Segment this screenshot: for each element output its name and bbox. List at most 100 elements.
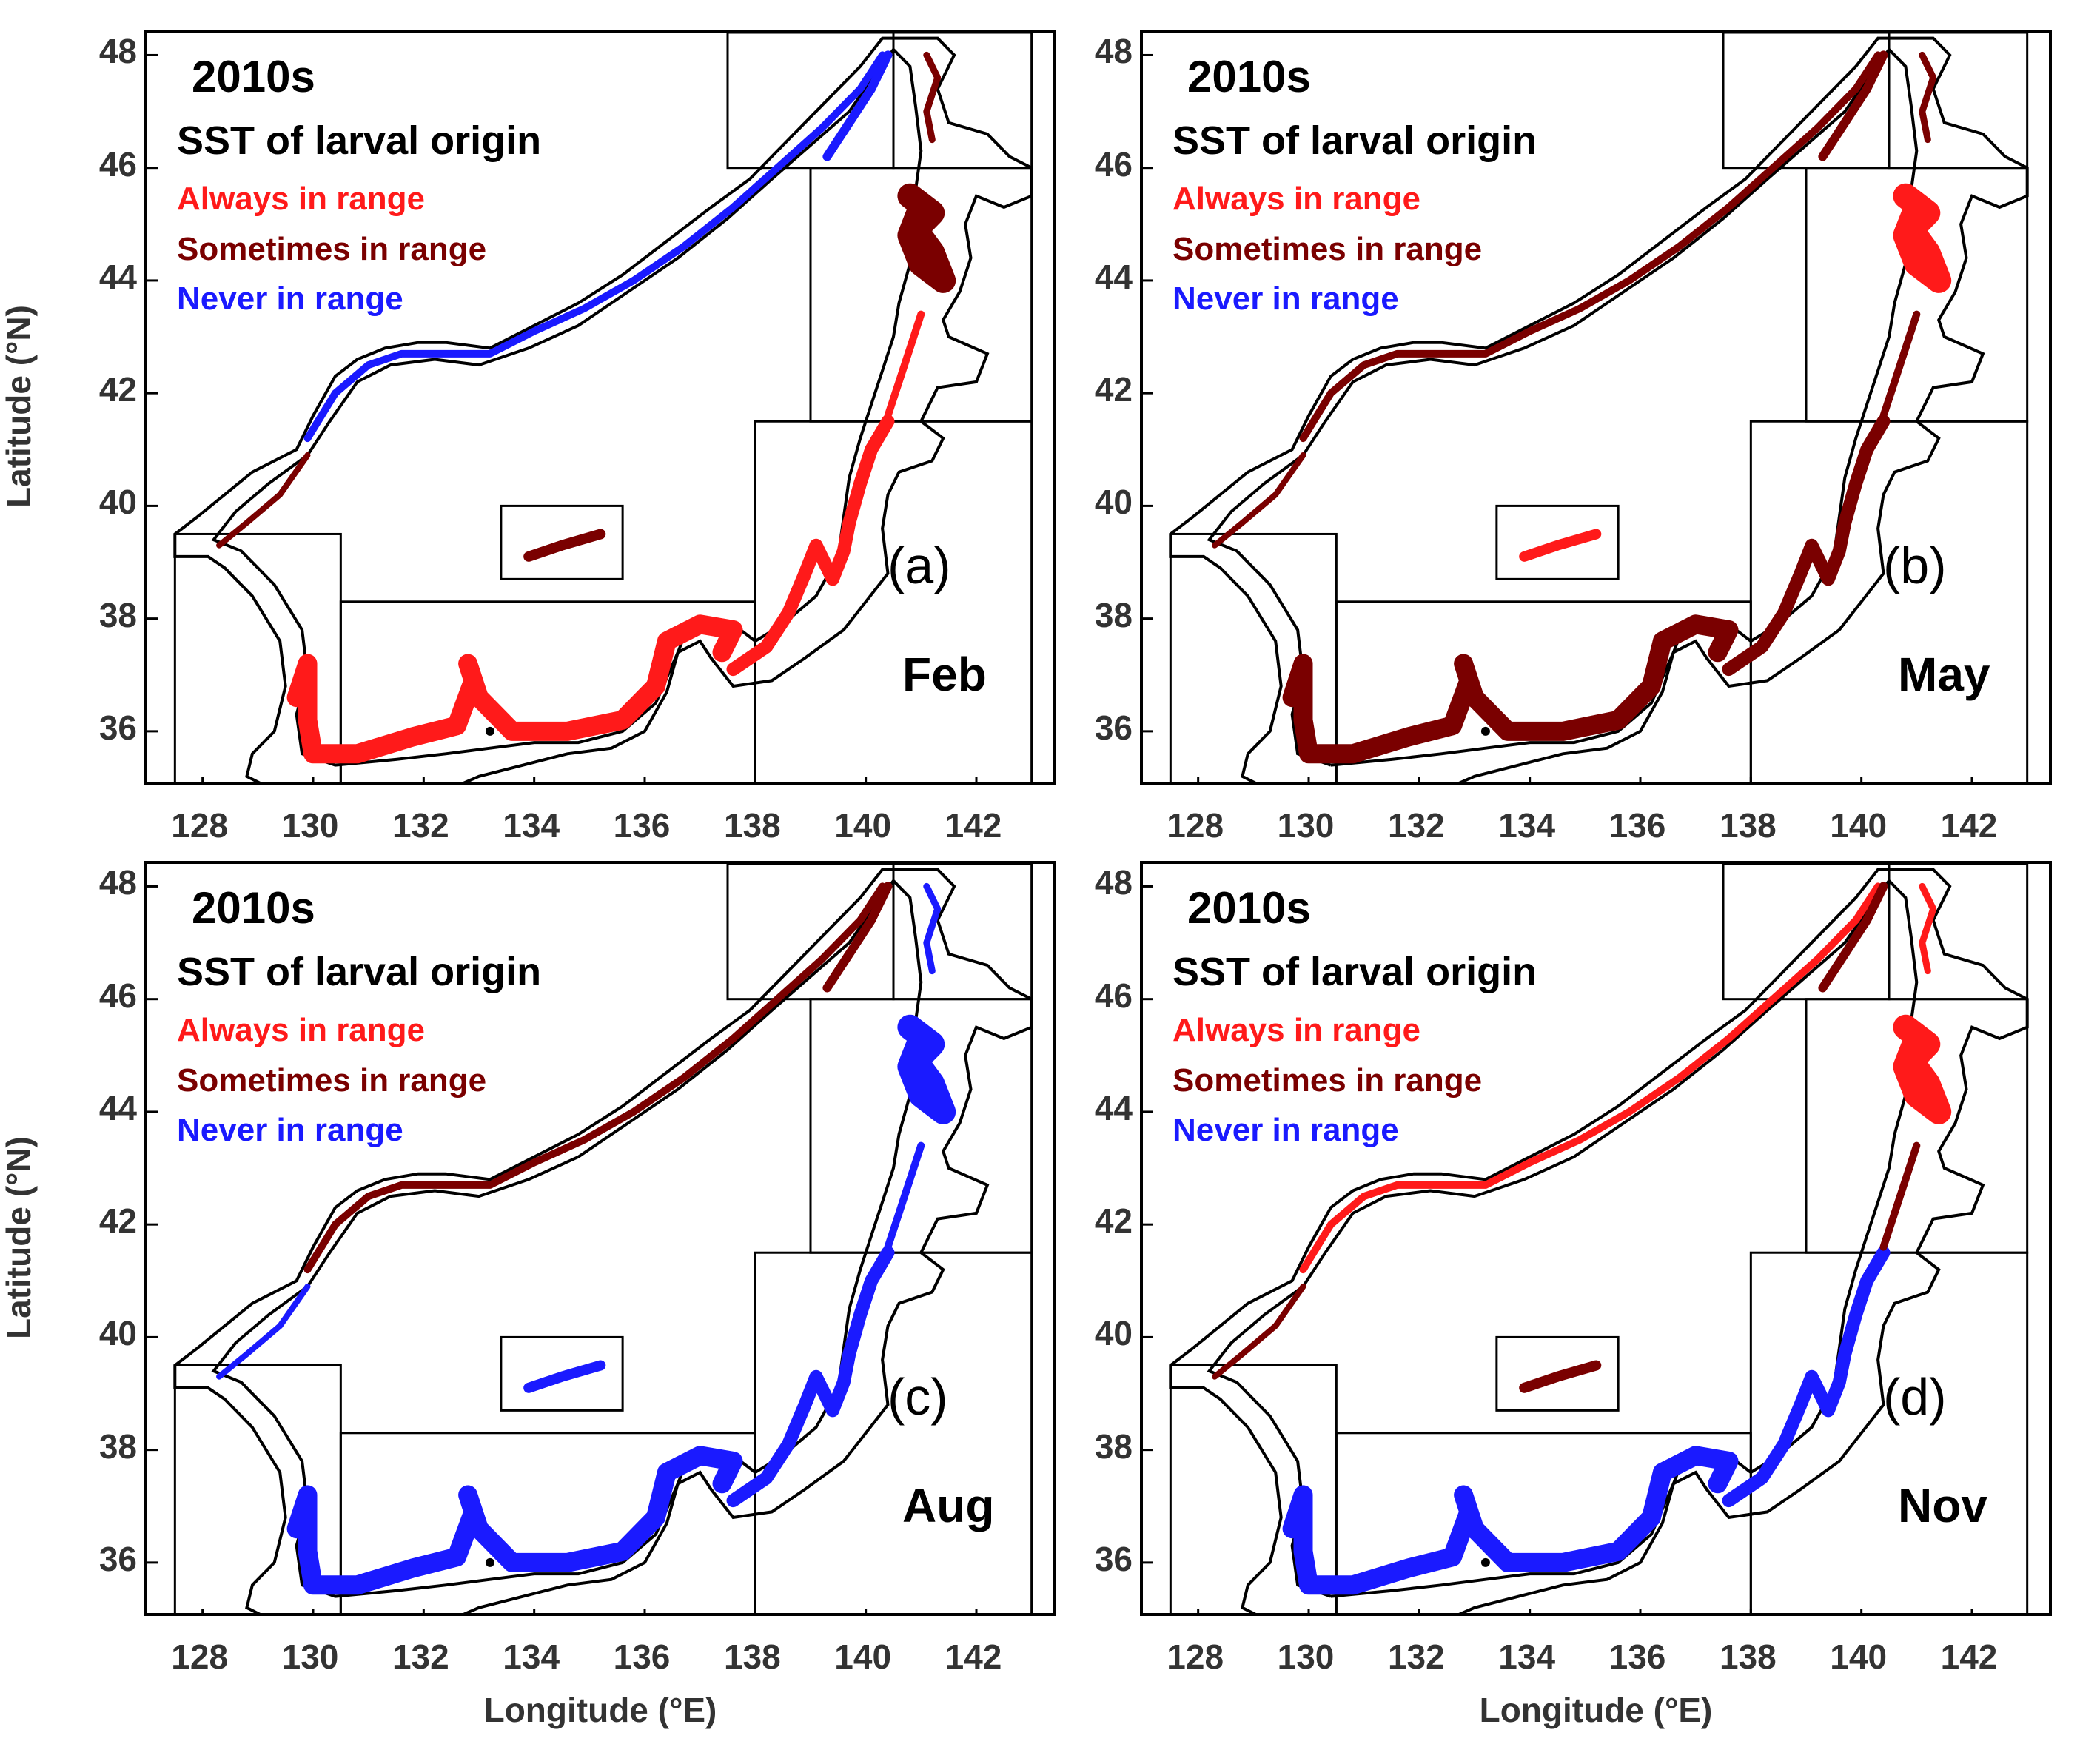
month-label: May [1898, 648, 1990, 701]
x-axis-label: Longitude (°E) [483, 1691, 717, 1729]
region-northwest-coast [1299, 882, 1882, 1274]
legend-never: Never in range [177, 281, 403, 317]
legend-always: Always in range [1172, 1012, 1421, 1048]
region-korea-west-coast [216, 452, 311, 549]
y-tick-label: 42 [1094, 370, 1133, 409]
x-tick-label: 128 [1167, 806, 1224, 845]
region-japan-south-coast [726, 415, 895, 677]
region-hokkaido [897, 183, 956, 293]
plot-area: 2010s SST of larval origin Always in ran… [144, 30, 1056, 785]
y-tick-label: 44 [98, 1088, 137, 1127]
y-tick-label: 42 [98, 370, 137, 409]
x-tick-label: 140 [1830, 1637, 1888, 1676]
y-tick-label: 46 [98, 976, 137, 1015]
y-tick-label: 40 [1094, 1314, 1133, 1353]
region-oki-islands [1519, 529, 1602, 562]
x-tick-label: 132 [1387, 806, 1445, 845]
region-box-5 [1888, 33, 2029, 170]
map-drawing [1143, 33, 2029, 782]
region-box-5 [1888, 864, 2029, 1001]
region-hokkaido [1893, 1014, 1952, 1124]
region-oki-islands [523, 1360, 606, 1393]
x-tick-label: 136 [613, 1637, 671, 1676]
panel-subtitle: SST of larval origin [177, 950, 542, 994]
x-tick-label: 138 [723, 806, 781, 845]
map-panel: 2010s SST of larval origin Always in ran… [0, 30, 1234, 933]
x-tick-label: 136 [613, 806, 671, 845]
region-korea-west-coast [1212, 452, 1306, 549]
island-dot-0 [485, 1557, 494, 1567]
region-sakhalin-east [923, 882, 942, 975]
region-honshu-north [1879, 1141, 1921, 1251]
y-tick-label: 40 [98, 483, 137, 522]
y-tick-label: 40 [1094, 483, 1133, 522]
region-hokkaido [897, 1014, 956, 1124]
region-hokkaido [1893, 183, 1952, 293]
region-honshu-north [884, 1141, 925, 1251]
oki-inset-box [1495, 504, 1620, 580]
map-panel: 2010s SST of larval origin Always in ran… [1095, 861, 2080, 1764]
region-sakhalin-west [1818, 882, 1888, 993]
oki-inset-box [500, 1335, 624, 1412]
legend-never: Never in range [1172, 281, 1399, 317]
x-tick-label: 140 [1830, 806, 1888, 845]
y-tick-label: 36 [1094, 708, 1133, 747]
region-korea-south-coast [286, 614, 743, 764]
x-tick-label: 130 [281, 806, 339, 845]
y-tick-label: 36 [1094, 1539, 1133, 1578]
x-tick-label: 130 [281, 1637, 339, 1676]
plot-area: 2010s SST of larval origin Always in ran… [1140, 30, 2052, 785]
map-drawing [1143, 864, 2029, 1613]
x-tick-label: 132 [392, 1637, 449, 1676]
y-tick-label: 38 [1094, 1426, 1133, 1466]
island-dot-0 [1480, 726, 1490, 736]
y-tick-label: 46 [1094, 144, 1133, 184]
y-tick-label: 42 [98, 1201, 137, 1241]
legend-sometimes: Sometimes in range [1172, 231, 1483, 267]
y-tick-label: 46 [98, 144, 137, 184]
panel-tag: (a) [888, 537, 951, 594]
y-tick-label: 42 [1094, 1201, 1133, 1241]
x-tick-label: 134 [503, 806, 560, 845]
x-tick-label: 134 [503, 1637, 560, 1676]
x-tick-label: 138 [723, 1637, 781, 1676]
region-oki-islands [523, 529, 606, 562]
panel-subtitle: SST of larval origin [1172, 118, 1537, 163]
y-tick-label: 36 [98, 708, 137, 747]
region-sakhalin-east [1919, 51, 1937, 144]
y-tick-label: 38 [98, 1426, 137, 1466]
y-tick-label: 48 [1094, 32, 1133, 71]
region-sakhalin-east [923, 51, 942, 144]
region-sakhalin-east [1919, 882, 1937, 975]
decade-label: 2010s [1187, 52, 1311, 101]
y-tick-label: 38 [98, 595, 137, 634]
region-korea-south-coast [1282, 614, 1739, 764]
y-tick-label: 48 [98, 863, 137, 902]
legend-always: Always in range [177, 181, 426, 217]
month-label: Feb [902, 648, 987, 701]
y-tick-label: 44 [1094, 257, 1133, 296]
x-tick-label: 140 [834, 806, 892, 845]
y-axis-label: Latitude (°N) [0, 1136, 38, 1339]
panel-subtitle: SST of larval origin [1172, 950, 1537, 994]
y-tick-label: 46 [1094, 976, 1133, 1015]
panel-subtitle: SST of larval origin [177, 118, 542, 163]
y-axis-label: Latitude (°N) [0, 305, 38, 508]
legend-sometimes: Sometimes in range [177, 1062, 487, 1099]
region-korea-south-coast [286, 1446, 743, 1595]
region-korea-south-coast [1282, 1446, 1739, 1595]
region-korea-west-coast [1212, 1283, 1306, 1380]
x-tick-label: 136 [1608, 1637, 1666, 1676]
panel-tag: (d) [1883, 1368, 1947, 1426]
map-drawing [147, 33, 1033, 782]
x-tick-label: 134 [1498, 1637, 1556, 1676]
x-tick-label: 142 [1940, 1637, 1998, 1676]
region-sakhalin-west [822, 882, 893, 993]
legend-never: Never in range [177, 1112, 403, 1148]
region-japan-south-coast [1722, 1246, 1891, 1508]
x-axis-label: Longitude (°E) [1479, 1691, 1713, 1729]
region-japan-south-coast [726, 1246, 895, 1508]
x-tick-label: 128 [1167, 1637, 1224, 1676]
y-tick-label: 40 [98, 1314, 137, 1353]
month-label: Nov [1898, 1479, 1987, 1532]
